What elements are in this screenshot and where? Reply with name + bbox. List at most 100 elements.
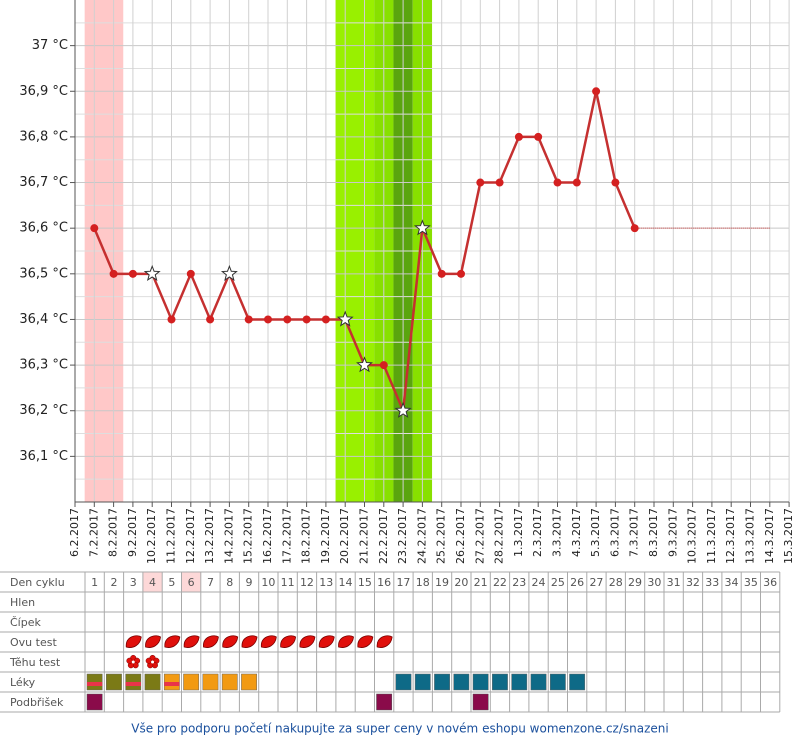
day-number: 36 [763,576,777,589]
point [90,224,99,233]
point [128,269,137,278]
highlight-cell [142,572,163,592]
med-icon [472,673,489,691]
day-number: 7 [207,576,214,589]
med-box [414,673,431,691]
x-tick-label: 9.3.2017 [666,508,679,557]
point [514,132,523,141]
x-tick-label: 27.2.2017 [473,508,486,564]
ovu-test-icon [280,635,297,648]
med-icon [395,673,412,691]
day-number: 22 [493,576,507,589]
point [264,315,272,324]
med-box [106,673,122,691]
point [476,178,485,187]
x-tick-label: 17.2.2017 [280,508,293,564]
med-icon [144,673,161,691]
day-number: 2 [110,576,117,589]
day-number: 34 [725,576,739,589]
row-label: Čípek [10,616,41,629]
day-number: 14 [339,576,353,589]
row-label: Léky [10,676,36,689]
med-box [241,673,257,691]
x-tick-label: 25.2.2017 [435,508,448,564]
med-box [453,673,470,691]
highlight-cell [181,572,201,592]
ovu-test-icon [260,635,277,648]
med-icon [202,673,219,691]
star-point [336,310,354,327]
med-icon [530,673,547,691]
row-label: Hlen [10,596,35,609]
x-tick-label: 16.2.2017 [261,508,274,564]
med-box [434,673,450,691]
x-tick-label: 20.2.2017 [338,508,351,564]
flower-center [131,660,135,664]
day-number: 30 [647,576,661,589]
ovu-test-icon [222,635,239,648]
med-icon [492,673,508,691]
day-number: 26 [570,576,584,589]
day-number: 33 [705,576,719,589]
x-tick-label: 1.3.2017 [512,508,525,557]
x-tick-label: 9.2.2017 [126,508,139,557]
med-icon [434,673,450,691]
y-tick-label: 36,8 °C [19,129,68,144]
point [534,132,543,141]
day-number: 29 [628,576,642,589]
x-tick-label: 11.2.2017 [165,508,178,564]
med-box [530,673,547,691]
med-icon [221,673,238,691]
day-number: 28 [609,576,623,589]
x-tick-label: 14.3.2017 [763,508,776,564]
ovu-test-icon [241,635,258,648]
med-icon [106,673,122,691]
point [495,178,504,187]
x-tick-label: 2.3.2017 [531,508,544,557]
med-icon [511,673,528,691]
x-tick-label: 13.3.2017 [744,508,757,564]
y-tick-label: 36,5 °C [19,266,68,281]
star-point [394,401,412,418]
med-icon [453,673,470,691]
x-tick-label: 21.2.2017 [358,508,371,564]
point [630,224,639,233]
x-tick-label: 24.2.2017 [415,508,428,564]
ovu-test-icon [125,635,142,648]
ovu-test-icon [164,635,181,648]
ovu-test-icon [145,635,161,648]
x-tick-label: 5.3.2017 [589,508,602,557]
point [206,315,215,324]
pregnancy-test-icon [145,654,160,669]
x-tick-label: 3.3.2017 [551,508,564,557]
y-tick-label: 36,4 °C [19,312,68,327]
y-tick-label: 36,2 °C [19,403,68,418]
med-icon [163,673,180,691]
petal [145,657,152,664]
med-icon [549,673,566,691]
day-number: 21 [474,576,488,589]
x-tick-label: 8.2.2017 [107,508,120,557]
med-stripe [125,682,141,686]
day-number: 12 [300,576,314,589]
x-tick-label: 22.2.2017 [377,508,390,564]
x-tick-label: 4.3.2017 [570,508,583,557]
footer-link[interactable]: Vše pro podporu početí nakupujte za supe… [131,722,668,736]
day-number: 23 [512,576,526,589]
x-tick-label: 11.3.2017 [705,508,718,564]
x-tick-label: 7.3.2017 [628,508,641,557]
med-icon [86,673,103,691]
day-number: 18 [416,576,430,589]
y-tick-label: 36,1 °C [19,449,68,464]
day-number: 13 [319,576,333,589]
x-tick-label: 12.3.2017 [724,508,737,564]
x-tick-label: 18.2.2017 [300,508,313,564]
x-tick-label: 13.2.2017 [203,508,216,564]
x-tick-label: 10.2.2017 [145,508,158,564]
point [457,269,465,278]
day-number: 31 [667,576,681,589]
point [109,269,118,278]
day-number: 17 [396,576,410,589]
